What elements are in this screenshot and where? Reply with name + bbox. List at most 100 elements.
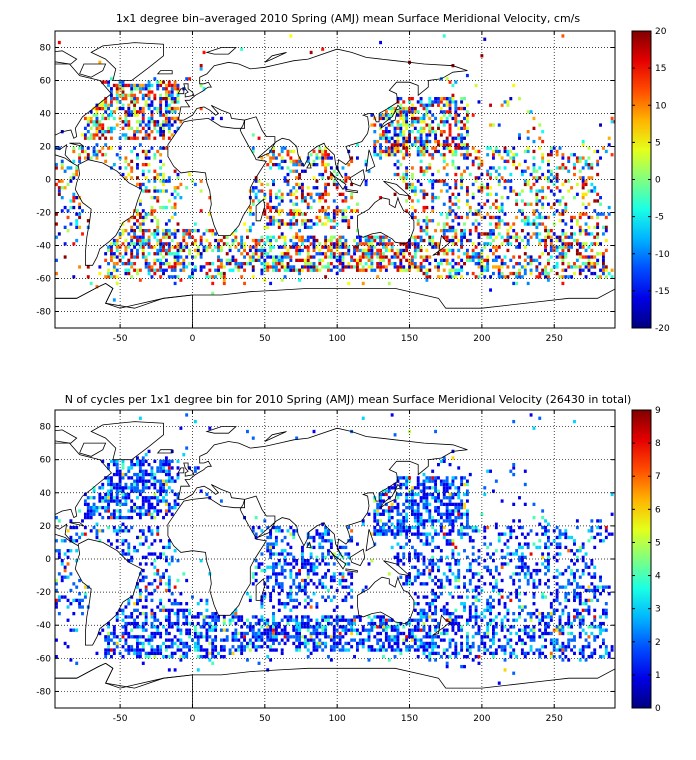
- data-cell: [292, 265, 296, 269]
- data-cell: [170, 232, 174, 236]
- data-cell: [167, 229, 171, 233]
- data-cell: [266, 631, 270, 636]
- data-cell: [272, 205, 275, 210]
- data-cell: [193, 628, 197, 632]
- data-cell: [454, 179, 458, 183]
- data-cell: [138, 123, 142, 127]
- data-cell: [416, 242, 420, 246]
- data-cell: [179, 245, 183, 249]
- data-cell: [272, 611, 275, 616]
- data-cell: [593, 225, 597, 229]
- data-cell: [283, 159, 287, 163]
- data-cell: [535, 275, 539, 279]
- data-cell: [610, 645, 614, 649]
- data-cell: [419, 608, 423, 612]
- data-cell: [549, 179, 553, 183]
- data-cell: [361, 638, 365, 642]
- data-cell: [492, 651, 495, 656]
- data-cell: [573, 645, 576, 649]
- data-cell: [506, 229, 510, 233]
- data-cell: [535, 268, 539, 272]
- data-cell: [202, 615, 206, 619]
- data-cell: [295, 615, 299, 619]
- data-cell: [95, 651, 99, 656]
- data-cell: [494, 149, 498, 154]
- data-cell: [451, 618, 455, 622]
- data-cell: [321, 631, 325, 636]
- data-cell: [486, 186, 490, 190]
- data-cell: [298, 212, 301, 216]
- data-cell: [312, 199, 316, 203]
- data-cell: [182, 611, 186, 616]
- data-cell: [240, 242, 244, 246]
- data-cell: [428, 126, 432, 130]
- data-cell: [136, 225, 139, 229]
- data-cell: [578, 631, 582, 636]
- data-cell: [384, 638, 388, 642]
- data-cell: [604, 628, 608, 632]
- data-cell: [292, 268, 296, 272]
- data-cell: [564, 255, 568, 259]
- data-cell: [188, 648, 192, 652]
- data-cell: [118, 232, 122, 236]
- data-cell: [518, 598, 521, 603]
- data-cell: [492, 655, 495, 659]
- data-cell: [156, 110, 160, 114]
- data-cell: [515, 595, 519, 599]
- data-cell: [219, 245, 223, 249]
- data-cell: [153, 176, 157, 180]
- data-cell: [138, 655, 142, 659]
- x-tick-label: 250: [546, 334, 563, 344]
- data-cell: [289, 572, 293, 576]
- data-cell: [243, 281, 246, 286]
- data-cell: [460, 628, 464, 632]
- data-cell: [202, 618, 206, 622]
- data-cell: [546, 621, 550, 626]
- data-cell: [518, 242, 521, 246]
- data-cell: [364, 628, 368, 632]
- data-cell: [217, 258, 220, 262]
- data-cell: [593, 592, 597, 596]
- data-cell: [428, 572, 432, 576]
- data-cell: [410, 143, 414, 147]
- data-cell: [526, 582, 530, 586]
- data-cell: [561, 163, 565, 167]
- data-cell: [295, 258, 299, 262]
- data-cell: [451, 248, 455, 253]
- data-cell: [486, 268, 490, 272]
- data-cell: [159, 582, 163, 586]
- data-cell: [410, 172, 414, 177]
- data-cell: [442, 638, 446, 642]
- data-cell: [170, 238, 174, 243]
- data-cell: [419, 149, 423, 154]
- data-cell: [257, 621, 261, 626]
- data-cell: [413, 116, 417, 121]
- data-cell: [193, 615, 197, 619]
- data-cell: [599, 621, 602, 626]
- data-cell: [460, 136, 464, 140]
- data-cell: [133, 235, 137, 239]
- data-cell: [89, 116, 93, 121]
- data-cell: [578, 271, 582, 276]
- data-cell: [428, 562, 432, 566]
- data-cell: [578, 618, 582, 622]
- data-cell: [138, 635, 142, 639]
- data-cell: [234, 635, 238, 639]
- data-cell: [396, 252, 400, 256]
- data-cell: [63, 568, 67, 573]
- data-cell: [483, 232, 487, 236]
- data-cell: [465, 648, 469, 652]
- data-cell: [104, 258, 108, 262]
- data-cell: [419, 645, 423, 649]
- data-cell: [211, 281, 215, 286]
- data-cell: [535, 202, 539, 206]
- data-cell: [361, 645, 365, 649]
- data-cell: [419, 582, 423, 586]
- data-cell: [538, 611, 542, 616]
- data-cell: [549, 255, 553, 259]
- data-cell: [156, 258, 160, 262]
- data-cell: [382, 242, 385, 246]
- data-cell: [541, 202, 545, 206]
- data-cell: [266, 262, 270, 266]
- data-cell: [593, 575, 597, 579]
